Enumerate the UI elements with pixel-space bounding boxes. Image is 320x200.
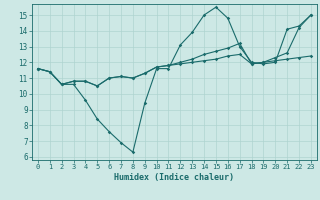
X-axis label: Humidex (Indice chaleur): Humidex (Indice chaleur) [115,173,234,182]
